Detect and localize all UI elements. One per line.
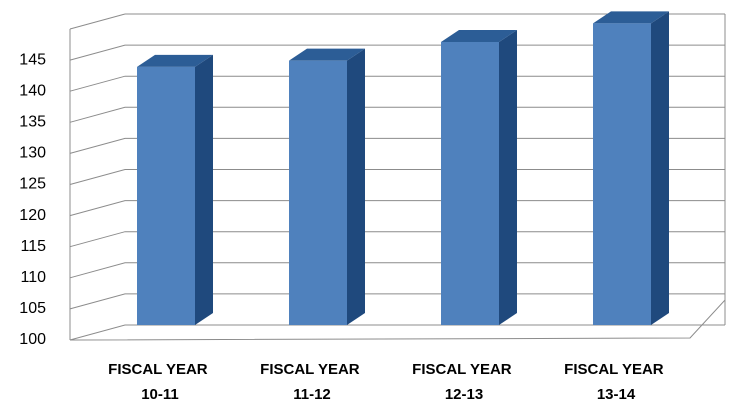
bar-front <box>137 66 195 326</box>
y-tick-label: 115 <box>20 238 46 255</box>
y-tick-label: 110 <box>20 269 46 286</box>
y-tick-label: 140 <box>19 82 46 99</box>
floor <box>69 298 726 341</box>
bar-top <box>137 54 213 67</box>
grid-line <box>69 231 725 248</box>
grid-line <box>69 75 725 92</box>
bar <box>137 54 213 326</box>
y-tick-label: 125 <box>19 176 46 193</box>
bar-front <box>441 41 499 326</box>
label-line: 11-12 <box>293 386 331 403</box>
bar-top <box>441 29 517 42</box>
x-tick-label: FISCAL YEAR 11-12 <box>260 361 364 403</box>
grid-line <box>69 137 725 154</box>
grid-line <box>69 44 725 61</box>
bar-side <box>651 11 669 326</box>
label-line: 13-14 <box>597 386 636 403</box>
y-tick-label: 100 <box>19 331 46 348</box>
x-tick-label: FISCAL YEAR 10-11 <box>108 361 212 403</box>
y-tick-label: 105 <box>19 300 46 317</box>
grid-line <box>69 200 725 217</box>
bar-front <box>593 23 651 326</box>
bar <box>289 48 365 326</box>
bar-side <box>347 48 365 326</box>
bar-top <box>289 48 365 61</box>
bar-side <box>195 54 213 326</box>
bar <box>441 29 517 326</box>
label-line: 10-11 <box>141 386 179 403</box>
y-tick-label: 130 <box>19 145 46 162</box>
label-line: FISCAL YEAR <box>412 361 516 378</box>
bar <box>593 11 669 326</box>
x-tick-label: FISCAL YEAR 13-14 <box>564 361 668 403</box>
y-tick-label: 120 <box>19 207 46 224</box>
bar-front <box>289 60 347 326</box>
grid-line <box>69 324 725 341</box>
grid-line <box>69 169 725 185</box>
label-line: FISCAL YEAR <box>564 361 668 378</box>
y-tick-label: 145 <box>19 51 46 68</box>
wall-edge <box>69 13 126 30</box>
x-tick-label: FISCAL YEAR 12-13 <box>412 361 516 403</box>
grid-line <box>69 262 725 279</box>
bar-side <box>499 29 517 326</box>
label-line: 12-13 <box>445 386 483 403</box>
label-line: FISCAL YEAR <box>260 361 364 378</box>
y-tick-label: 135 <box>19 114 46 131</box>
bar-top <box>593 11 669 24</box>
grid-line <box>69 106 725 123</box>
grid-line <box>69 293 725 310</box>
label-line: FISCAL YEAR <box>108 361 212 378</box>
